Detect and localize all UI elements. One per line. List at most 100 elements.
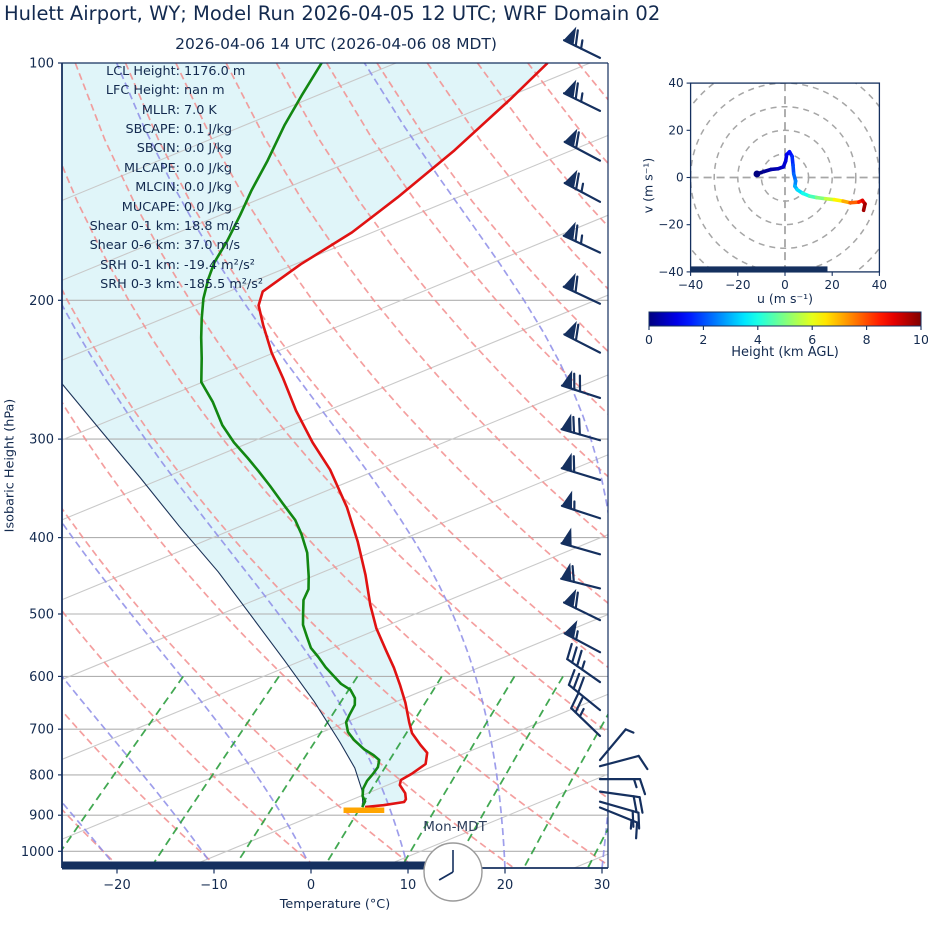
index-value: 7.0 K — [184, 102, 217, 118]
thermodynamic-indices-panel: LCL Height: 1176.0 m LFC Height: nan m MLLR:… — [62, 62, 263, 294]
colorbar-tick-label: 2 — [699, 332, 707, 347]
x-tick-label: 30 — [594, 878, 611, 893]
index-label: LCL Height: — [106, 64, 180, 79]
gray-diagonal-line — [62, 613, 608, 840]
figure-title: Hulett Airport, WY; Model Run 2026-04-05… — [4, 2, 661, 25]
wind-barb — [562, 272, 602, 305]
hodograph-ring — [737, 129, 833, 226]
wind-barb — [560, 490, 602, 520]
index-row: SBCIN: 0.0 J/kg — [62, 139, 263, 158]
index-label: Shear 0-1 km: — [89, 218, 180, 234]
wind-barb — [560, 527, 602, 556]
y-tick-label: 1000 — [21, 845, 54, 860]
index-row: Shear 0-1 km: 18.8 m/s — [62, 217, 263, 236]
hodo-y-tick-label: 40 — [668, 76, 683, 90]
moist-adiabat-line — [115, 63, 506, 868]
index-label: LFC Height: — [105, 83, 180, 99]
index-value: 37.0 m/s — [184, 238, 241, 254]
gray-diagonal-line — [62, 374, 608, 601]
index-row: SRH 0-3 km: -185.5 m²/s² — [62, 275, 263, 294]
wind-barb — [598, 754, 649, 771]
index-label: SRH 0-3 km: — [100, 276, 180, 292]
colorbar-tick-label: 10 — [913, 332, 928, 347]
index-row: LFC Height: nan m — [62, 81, 263, 100]
wind-barb — [567, 669, 602, 712]
index-label: SRH 0-1 km: — [100, 257, 180, 273]
dry-adiabat-line — [62, 808, 121, 868]
hodograph-ground-bar — [690, 266, 828, 272]
dry-adiabat-line — [527, 63, 608, 165]
mixing-ratio-line — [523, 712, 608, 868]
wind-barb-column — [560, 26, 649, 840]
hodo-y-tick-label: −40 — [658, 265, 683, 279]
moist-adiabat-line — [699, 63, 806, 868]
wind-barb — [562, 588, 602, 622]
index-label: SBCAPE: — [125, 122, 180, 138]
skewt-axes: 100 200 300 400 500 600 700 800 900 1000 −20 −10 0 10… — [21, 57, 610, 894]
sounding-profiles — [62, 63, 549, 809]
moist-adiabat-line — [62, 800, 118, 868]
wind-barb — [563, 169, 602, 203]
moist-adiabat-line — [62, 303, 409, 868]
dry-adiabat-line — [62, 709, 220, 868]
mixing-ratio-line — [635, 676, 733, 868]
dry-adiabat-line — [62, 609, 318, 868]
hodograph-trace-segment — [861, 202, 867, 213]
dry-adiabat-line — [729, 63, 928, 868]
pressure-axis-label: Isobaric Height (hPa) — [2, 398, 18, 533]
index-row: SBCAPE: 0.1 J/kg — [62, 120, 263, 139]
mixing-ratio-line — [322, 675, 443, 868]
x-tick-label: −20 — [103, 878, 130, 893]
wind-barb — [560, 413, 602, 442]
dry-adiabat-line — [62, 400, 515, 868]
hodo-y-tick-label: 0 — [676, 171, 684, 185]
index-value: 0.1 J/kg — [184, 122, 233, 138]
cin-shading — [62, 63, 548, 808]
hodo-y-tick-label: −20 — [658, 218, 683, 232]
dry-adiabat-line — [62, 163, 608, 800]
y-tick-label: 500 — [29, 607, 54, 622]
y-tick-label: 800 — [29, 768, 54, 783]
index-value: 0.0 J/kg — [184, 199, 233, 215]
valid-time-subtitle: 2026-04-06 14 UTC (2026-04-06 08 MDT) — [175, 35, 497, 53]
index-label: MUCAPE: — [121, 199, 180, 215]
index-row: MLCIN: 0.0 J/kg — [62, 178, 263, 197]
wind-barb — [570, 692, 602, 738]
dry-adiabat-line — [62, 287, 608, 867]
index-row: MLLR: 7.0 K — [62, 101, 263, 120]
hodograph-trace — [753, 149, 867, 213]
surface-bar — [62, 861, 438, 870]
dry-adiabat-line — [124, 63, 608, 669]
gray-diagonal-line — [62, 454, 608, 681]
colorbar-tick-label: 8 — [863, 332, 871, 347]
height-colorbar: 0 2 4 6 8 10 — [645, 311, 928, 347]
wind-barb — [598, 790, 644, 814]
mixing-ratio-line — [149, 675, 280, 868]
dry-adiabat-line — [628, 63, 928, 868]
dry-adiabat-line — [577, 63, 608, 101]
x-tick-label: −10 — [200, 878, 227, 893]
hodo-x-tick-label: 0 — [781, 278, 789, 292]
hodograph-grid — [690, 83, 880, 272]
dry-adiabat-line — [679, 63, 928, 868]
index-row: LCL Height: 1176.0 m — [62, 62, 263, 81]
temperature-axis-label: Temperature (°C) — [279, 897, 391, 912]
wind-barb — [562, 26, 602, 59]
mixing-ratio-line — [233, 675, 359, 868]
local-time-label: Mon-MDT — [423, 819, 487, 835]
index-value: 0.0 J/kg — [184, 141, 233, 157]
wind-barb — [566, 642, 602, 684]
wind-barb — [563, 128, 602, 162]
index-label: MLCIN: — [135, 180, 180, 196]
gray-diagonal-line — [62, 63, 591, 281]
gray-diagonal-line — [62, 134, 608, 361]
wind-barb — [560, 370, 602, 400]
wind-barb — [598, 728, 635, 762]
x-tick-label: 0 — [307, 878, 315, 893]
clock-icon — [423, 842, 483, 902]
index-row: SRH 0-1 km: -19.4 m²/s² — [62, 256, 263, 275]
mixing-ratio-line — [586, 827, 608, 868]
dry-adiabat-line — [175, 63, 608, 605]
gray-diagonal-line — [573, 853, 608, 868]
wind-barb — [560, 452, 602, 482]
